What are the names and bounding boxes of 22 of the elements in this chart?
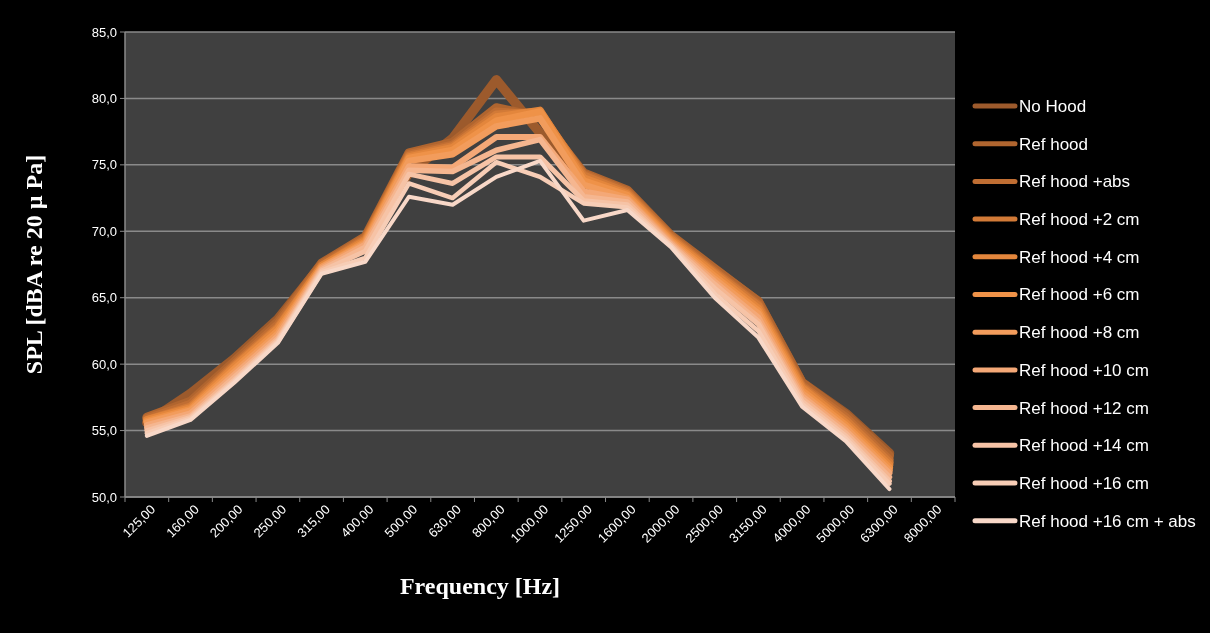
legend-label: Ref hood +14 cm (1019, 436, 1149, 456)
y-tick-label: 65,0 (91, 290, 117, 306)
legend-label: Ref hood +6 cm (1019, 285, 1140, 305)
y-tick-label: 60,0 (91, 356, 117, 372)
x-axis-title: Frequency [Hz] (399, 573, 561, 599)
legend-label: Ref hood +12 cm (1019, 398, 1149, 418)
y-tick-label: 50,0 (91, 489, 117, 505)
legend-label: Ref hood +4 cm (1019, 247, 1140, 267)
legend-label: Ref hood +10 cm (1019, 360, 1149, 380)
legend-label: No Hood (1019, 96, 1087, 116)
y-tick-label: 85,0 (91, 24, 117, 40)
legend-label: Ref hood (1019, 134, 1088, 154)
y-tick-label: 55,0 (91, 423, 117, 439)
legend-label: Ref hood +abs (1019, 172, 1131, 192)
legend-label: Ref hood +16 cm + abs (1019, 511, 1196, 531)
legend-label: Ref hood +16 cm (1019, 473, 1149, 493)
y-axis-title: SPL [dBA re 20 µ Pa] (21, 154, 47, 375)
legend-label: Ref hood +2 cm (1019, 210, 1140, 230)
y-tick-label: 75,0 (91, 157, 117, 173)
y-tick-label: 70,0 (91, 223, 117, 239)
legend-label: Ref hood +8 cm (1019, 323, 1140, 343)
y-tick-label: 80,0 (91, 90, 117, 106)
